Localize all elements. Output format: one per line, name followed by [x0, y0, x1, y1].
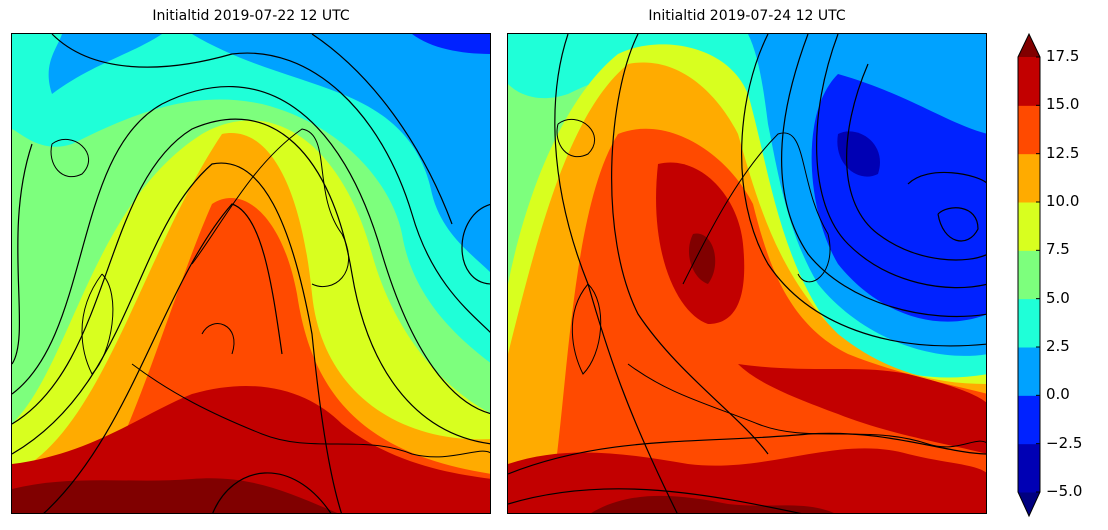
colorbar-tick-label: 12.5: [1046, 143, 1080, 162]
colorbar-segment: [1018, 250, 1040, 300]
colorbar-extend-top: [1018, 34, 1040, 57]
colorbar-tick-label: 17.5: [1046, 47, 1080, 65]
fill-0-2.5: [192, 34, 490, 273]
colorbar-tick-label: 7.5: [1046, 240, 1070, 259]
fill-minus2.5-0: [412, 34, 490, 54]
colorbar-tick-label: −5.0: [1046, 482, 1083, 500]
colorbar-segment: [1018, 57, 1040, 106]
colorbar-tick-label: 5.0: [1046, 288, 1070, 307]
right-map-panel: [507, 33, 987, 514]
fill-above-17.5: [12, 478, 338, 513]
colorbar-segment: [1018, 153, 1040, 203]
left-map-panel: [11, 33, 491, 514]
colorbar-tick-label: −2.5: [1046, 433, 1083, 452]
colorbar-tick-label: 15.0: [1046, 95, 1080, 114]
colorbar-segment: [1018, 347, 1040, 396]
colorbar-tick-label: 10.0: [1046, 192, 1080, 210]
colorbar-segment: [1018, 443, 1040, 493]
colorbar-extend-bottom: [1018, 492, 1040, 516]
colorbar-tick-label: 2.5: [1046, 337, 1070, 355]
colorbar: [1017, 32, 1041, 518]
colorbar-segment: [1018, 395, 1040, 445]
colorbar-tick-label: 0.0: [1046, 385, 1070, 404]
left-map-title: Initialtid 2019-07-22 12 UTC: [152, 8, 350, 24]
colorbar-segment: [1018, 202, 1040, 251]
right-map-title: Initialtid 2019-07-24 12 UTC: [648, 8, 846, 24]
coastlines: [50, 128, 490, 458]
colorbar-segment: [1018, 298, 1040, 348]
colorbar-segment: [1018, 105, 1040, 155]
fill-2.5-5: [12, 34, 490, 363]
